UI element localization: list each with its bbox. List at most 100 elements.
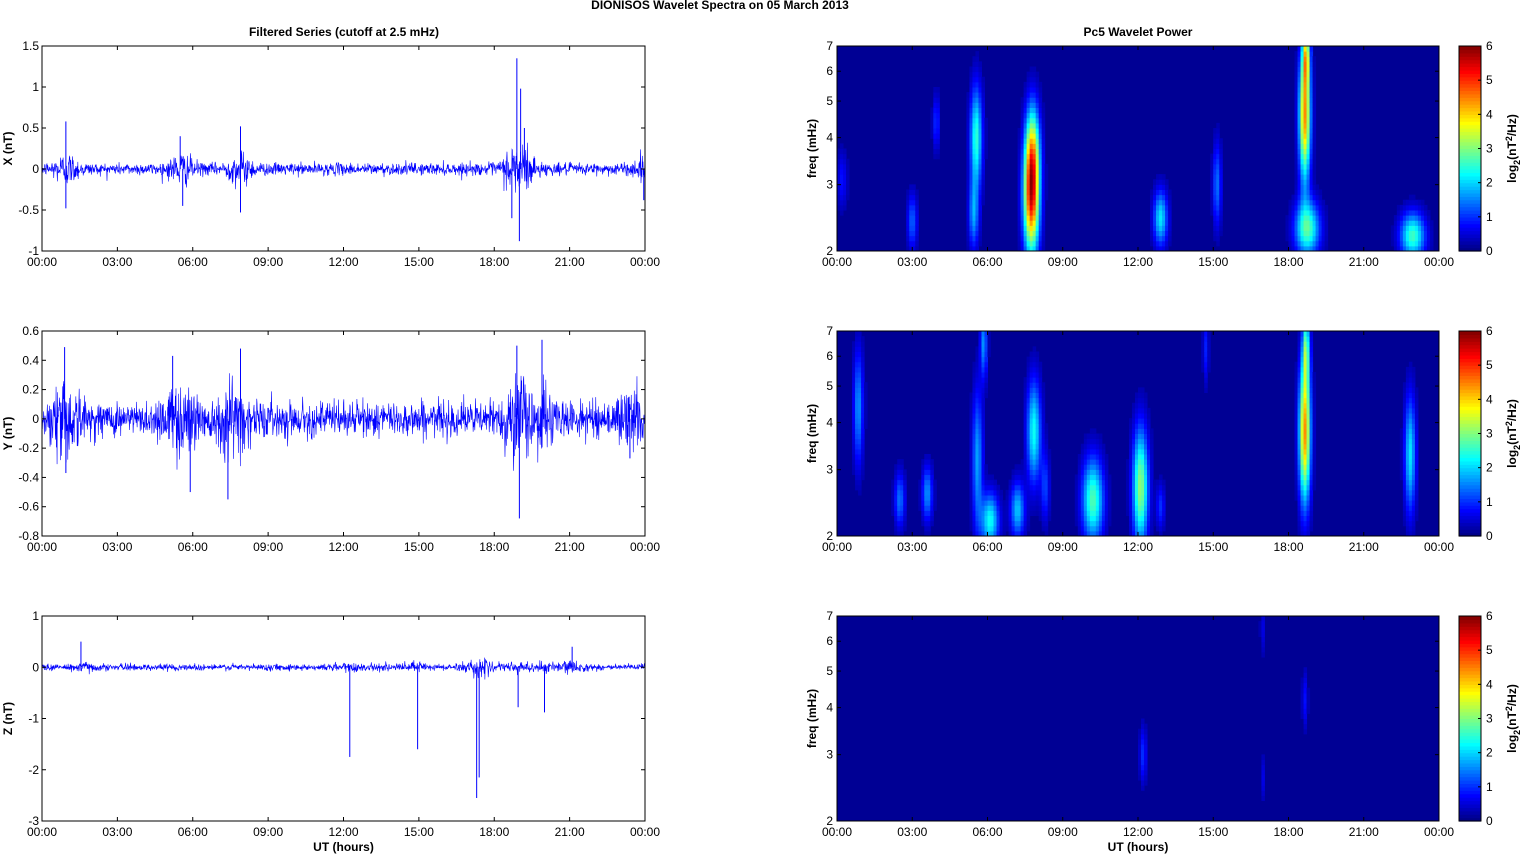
heatmap-cell — [1138, 754, 1142, 761]
heatmap-cell — [1396, 230, 1401, 237]
heatmap-cell — [1300, 500, 1305, 506]
heatmap-cell — [1153, 505, 1157, 511]
heatmap-cell — [1300, 51, 1305, 57]
heatmap-cell — [1204, 377, 1208, 383]
colorbar-swatch — [1459, 128, 1481, 133]
heatmap-cell — [840, 179, 844, 185]
colorbar-swatch — [1459, 643, 1481, 648]
heatmap-cell — [1297, 515, 1302, 522]
heatmap-cell — [1159, 189, 1163, 196]
heatmap-cell — [1144, 733, 1148, 740]
heatmap-cell — [999, 505, 1004, 511]
heatmap-cell — [966, 133, 970, 139]
heatmap-cell — [978, 397, 982, 404]
heatmap-cell — [1080, 515, 1085, 522]
right-column-title: Pc5 Wavelet Power — [1084, 25, 1193, 39]
heatmap-cell — [1312, 107, 1317, 114]
heatmap-cell — [1144, 780, 1148, 786]
heatmap-cell — [930, 459, 934, 465]
heatmap-cell — [1044, 448, 1049, 455]
heatmap-cell — [1207, 356, 1211, 363]
heatmap-cell — [1300, 235, 1305, 242]
heatmap-cell — [978, 484, 982, 491]
heatmap-cell — [1023, 133, 1028, 139]
heatmap-cell — [972, 225, 976, 232]
heatmap-cell — [1300, 194, 1305, 201]
heatmap-cell — [840, 174, 844, 180]
heatmap-cell — [1318, 220, 1323, 226]
heatmap-cell — [1414, 474, 1419, 481]
heatmap-cell — [1104, 505, 1109, 511]
heatmap-cell — [1309, 515, 1314, 522]
heatmap-cell — [1041, 454, 1046, 460]
heatmap-cell — [1306, 87, 1311, 93]
heatmap-cell — [1020, 199, 1025, 206]
heatmap-cell — [1297, 356, 1302, 363]
heatmap-cell — [1035, 454, 1040, 460]
heatmap-cell — [984, 361, 988, 368]
heatmap-cell — [972, 387, 976, 394]
colorbar-swatch — [1459, 419, 1481, 424]
heatmap-cell — [1159, 210, 1163, 216]
heatmap-cell — [930, 117, 934, 124]
heatmap-cell — [1029, 143, 1034, 150]
heatmap-cell — [921, 469, 925, 476]
heatmap-cell — [1312, 102, 1317, 109]
heatmap-cell — [1020, 489, 1025, 496]
heatmap-cell — [1026, 87, 1031, 93]
timeseries-x-tick-label: 09:00 — [253, 255, 283, 269]
heatmap-cell — [1026, 184, 1031, 191]
heatmap-cell — [1309, 138, 1314, 144]
heatmap-cell — [1147, 495, 1151, 501]
heatmap-cell — [1020, 117, 1025, 124]
heatmap-cell — [984, 387, 988, 394]
heatmap-cell — [1038, 158, 1043, 165]
heatmap-cell — [1032, 92, 1037, 98]
heatmap-cell — [1294, 235, 1299, 242]
colorbar-tick-label: 4 — [1486, 677, 1493, 691]
heatmap-cell — [906, 194, 910, 201]
heatmap-cell — [1074, 474, 1079, 481]
heatmap-cell — [1402, 479, 1407, 486]
heatmap-cell — [930, 469, 934, 476]
heatmap-cell — [1035, 194, 1040, 201]
heatmap-cell — [1408, 215, 1413, 221]
heatmap-cell — [1405, 448, 1410, 455]
colorbar-swatch — [1459, 660, 1481, 665]
heatmap-cell — [1098, 469, 1103, 476]
heatmap-cell — [1204, 372, 1208, 378]
heatmap-cell — [861, 351, 865, 358]
heatmap-cell — [1216, 169, 1220, 175]
heatmap-cell — [1141, 397, 1145, 404]
heatmap-cell — [858, 351, 862, 358]
heatmap-cell — [1077, 505, 1082, 511]
heatmap-cell — [984, 341, 988, 347]
heatmap-cell — [864, 418, 868, 424]
timeseries-x-tick-label: 00:00 — [27, 255, 57, 269]
heatmap-cell — [1408, 464, 1413, 470]
heatmap-cell — [1131, 428, 1136, 435]
heatmap-cell — [1312, 413, 1317, 419]
y-tick-label: 1.5 — [22, 39, 39, 53]
heatmap-cell — [978, 76, 982, 83]
heatmap-cell — [1300, 687, 1305, 694]
heatmap-cell — [1300, 87, 1305, 93]
colorbar-swatch — [1459, 650, 1481, 655]
heatmap-cell — [1306, 143, 1311, 150]
heatmap-cell — [978, 361, 982, 368]
heatmap-cell — [1017, 215, 1022, 221]
colorbar-swatch — [1459, 698, 1481, 703]
heatmap-cell — [1402, 204, 1407, 211]
heatmap-cell — [912, 199, 916, 206]
heatmap-cell — [1023, 474, 1028, 481]
timeseries-x-tick-label: 00:00 — [27, 540, 57, 554]
heatmap-cell — [1216, 158, 1220, 165]
heatmap-cell — [1038, 225, 1043, 232]
heatmap-cell — [1294, 245, 1299, 252]
heatmap-cell — [1303, 194, 1308, 201]
heatmap-cell — [975, 107, 979, 114]
heatmap-cell — [1147, 418, 1151, 424]
heatmap-cell — [894, 515, 898, 522]
heatmap-cell — [1312, 377, 1317, 383]
heatmap-cell — [1162, 515, 1166, 522]
